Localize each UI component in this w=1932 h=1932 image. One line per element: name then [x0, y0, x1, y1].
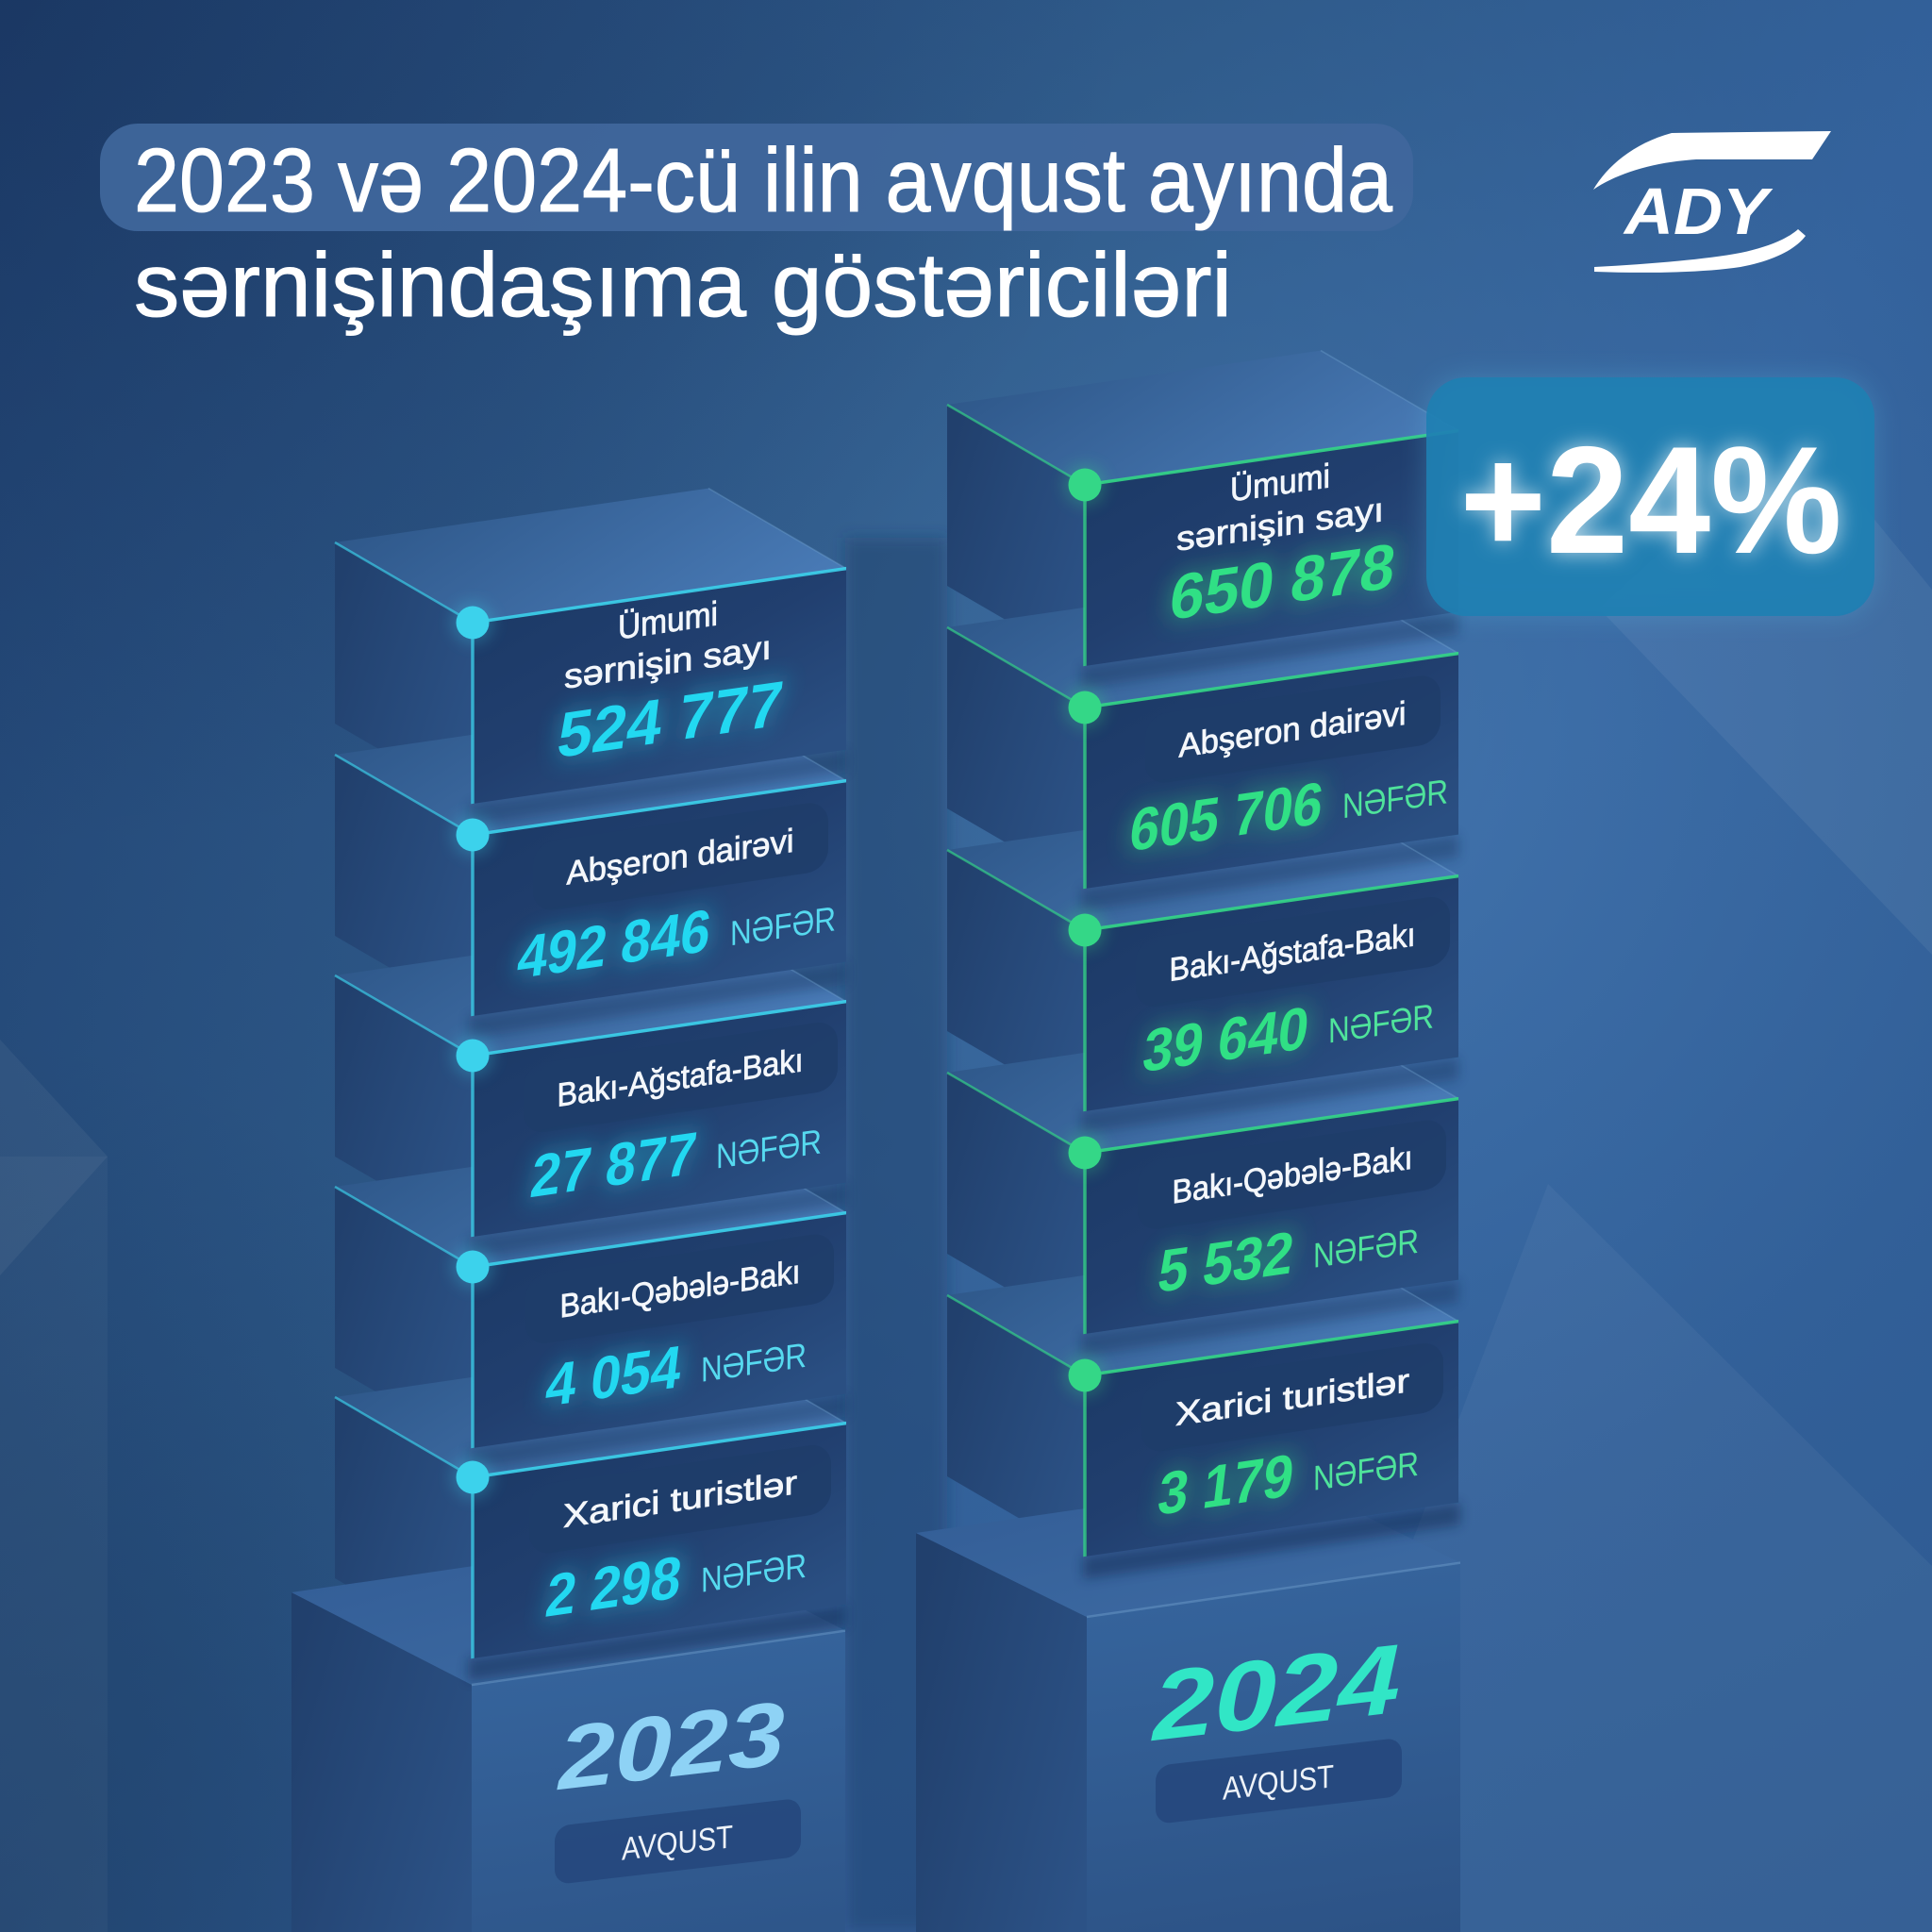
svg-text:2023 və 2024-cü ilin avqust ay: 2023 və 2024-cü ilin avqust ayında — [134, 130, 1393, 231]
svg-text:ADY: ADY — [1623, 175, 1774, 248]
svg-text:+24%: +24% — [1460, 415, 1842, 586]
svg-text:+24%: +24% — [1460, 415, 1842, 586]
svg-text:sərnişindaşıma göstəriciləri: sərnişindaşıma göstəriciləri — [134, 235, 1232, 336]
